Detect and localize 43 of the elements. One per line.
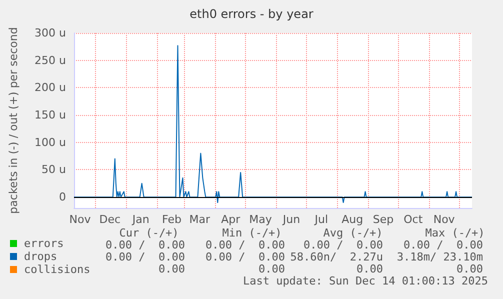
x-tick-label: Jun	[282, 213, 300, 226]
text: 0.00 / 0.00	[106, 238, 185, 252]
text: 0.00 / 0.00	[304, 238, 383, 252]
text: 0.00	[258, 262, 285, 276]
x-tick-label: Mar	[189, 213, 211, 226]
y-tick-label: 100 u	[34, 136, 66, 149]
text: 3.18m/ 23.10m	[396, 250, 484, 264]
y-tick-label: 150 u	[34, 108, 66, 122]
text: Last update: Sun Dec 14 01:00:13 2025	[242, 274, 488, 288]
text: 0.00	[158, 262, 185, 276]
x-tick-label: Apr	[221, 213, 241, 226]
text: 0.00 / 0.00	[206, 238, 285, 252]
x-tick-label: Nov	[433, 213, 456, 226]
x-tick-label: Jul	[314, 213, 328, 226]
x-tick-label: Nov	[69, 213, 92, 226]
text: 0.00 / 0.00	[404, 238, 483, 252]
legend-label: collisions	[24, 263, 90, 276]
y-tick-label: 50 u	[42, 163, 66, 176]
x-tick-label: Oct	[404, 213, 424, 226]
y-axis-title: packets in (-) / out (+) per second	[7, 27, 20, 214]
x-tick-label: Feb	[162, 213, 182, 226]
text: 0.00	[356, 262, 383, 276]
x-tick-label: Aug	[342, 213, 364, 226]
x-tick-label: May	[249, 213, 272, 226]
y-tick-label: 0	[59, 190, 66, 204]
text: Cur (-/+)	[119, 226, 179, 240]
text: Min (-/+)	[222, 226, 282, 240]
line-series	[74, 45, 472, 204]
text: 0.00 / 0.00	[106, 250, 185, 264]
text: Max (-/+)	[425, 226, 485, 240]
text: 0.00 / 0.00	[206, 250, 285, 264]
chart-title: eth0 errors - by year	[190, 7, 314, 21]
legend-label: errors	[24, 237, 64, 250]
y-tick-label: 200 u	[34, 81, 66, 94]
x-tick-label: Dec	[99, 213, 121, 226]
text: 0.00	[456, 262, 483, 276]
text: Avg (-/+)	[323, 226, 383, 240]
text: 58.60n/ 2.27u	[290, 250, 383, 264]
x-tick-label: Jan	[131, 213, 150, 226]
y-tick-label: 300 u	[34, 26, 66, 40]
y-tick-label: 250 u	[34, 54, 66, 67]
legend-label: drops	[24, 250, 58, 263]
x-tick-label: Sep	[372, 213, 394, 226]
